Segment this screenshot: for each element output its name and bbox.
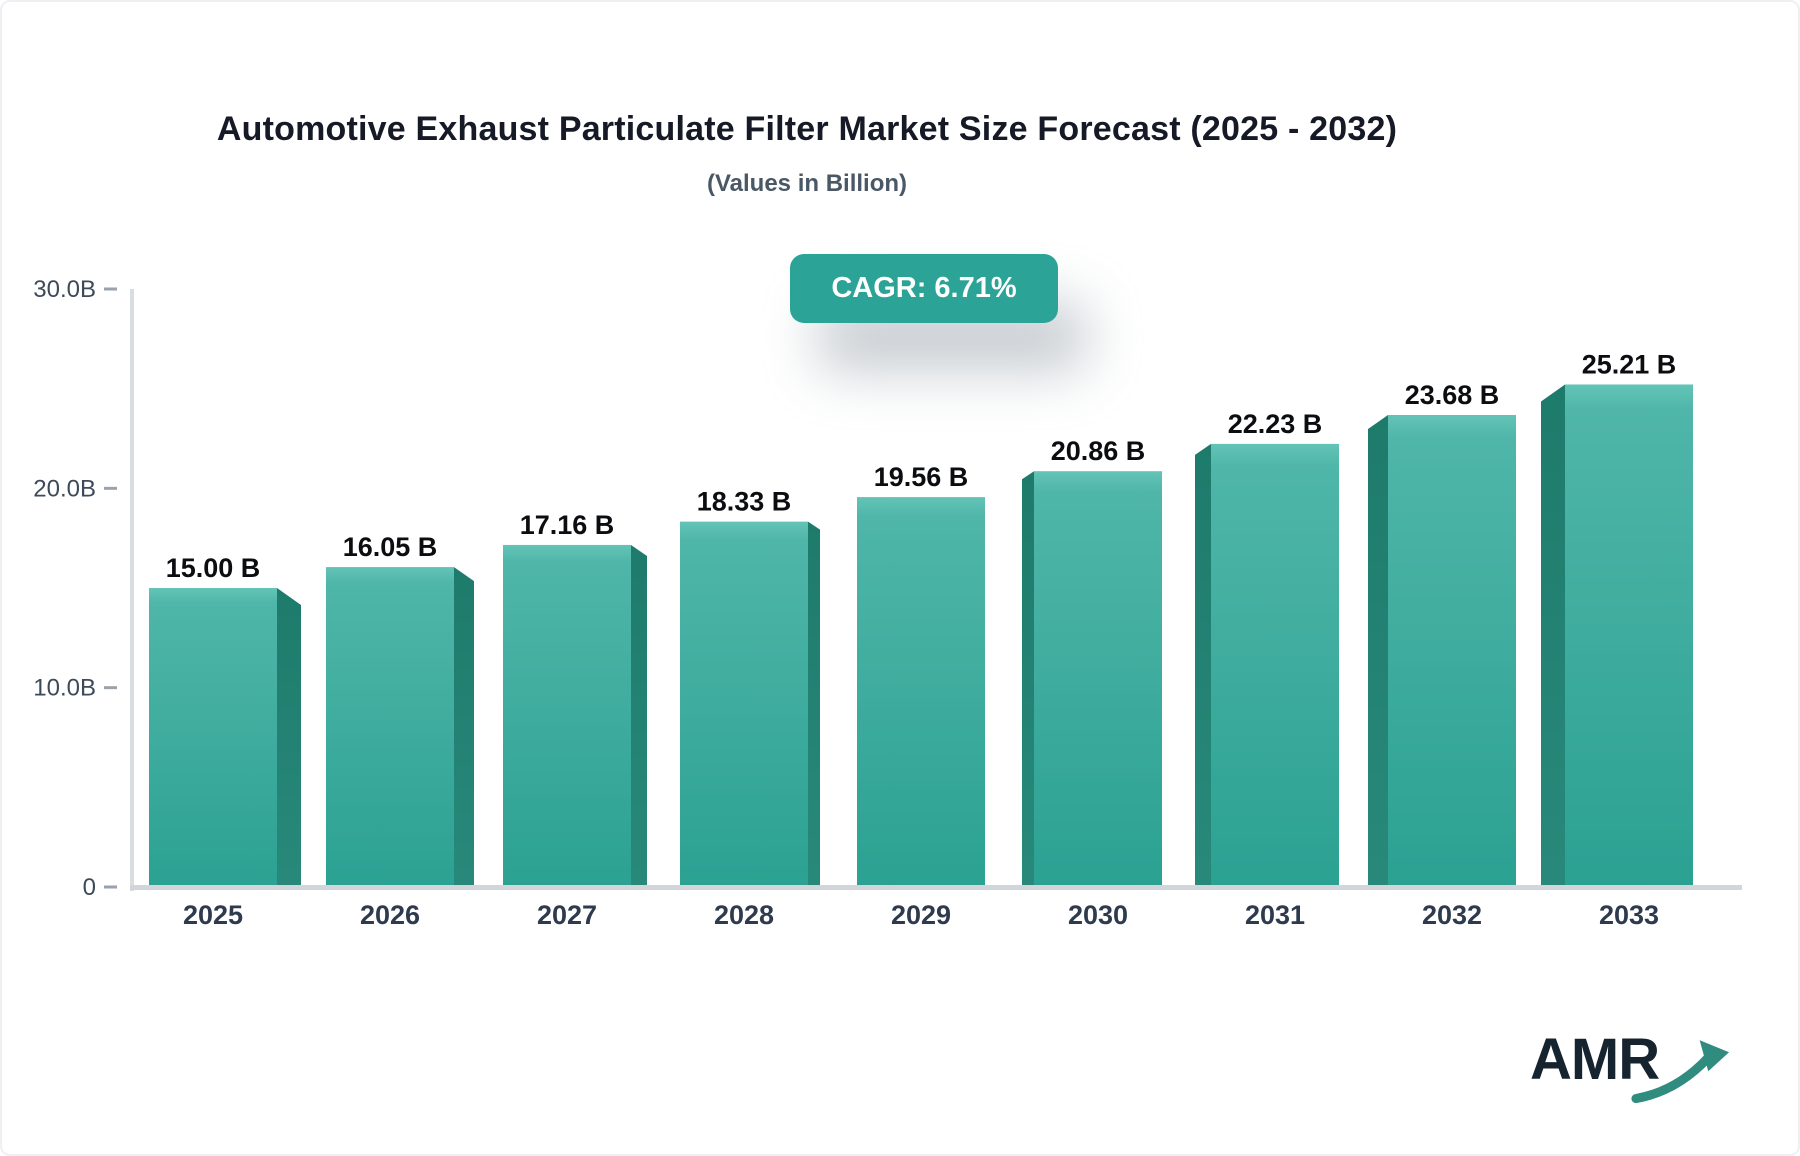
- bar-group-2028: 18.33 B 2028: [680, 487, 820, 930]
- bar-group-2030: 20.86 B 2030: [1022, 436, 1162, 930]
- bar-side-face: [1368, 414, 1388, 889]
- x-axis-label: 2027: [537, 900, 597, 930]
- x-axis-label: 2028: [714, 900, 774, 930]
- x-axis-label: 2030: [1068, 900, 1128, 930]
- bar-value-label: 22.23 B: [1228, 409, 1323, 439]
- bar-group-2033: 25.21 B 2033: [1541, 349, 1693, 930]
- bar-side-face: [277, 588, 301, 889]
- amr-logo: AMR: [1530, 1030, 1730, 1120]
- x-axis-label: 2031: [1245, 900, 1305, 930]
- y-tick-mark: [104, 885, 117, 889]
- bar-value-label: 17.16 B: [520, 510, 615, 540]
- bar: [149, 588, 277, 889]
- x-axis-line: [130, 885, 1742, 890]
- y-tick-mark: [104, 287, 117, 291]
- bar-side-face: [454, 567, 474, 889]
- bar: [1211, 443, 1339, 889]
- y-tick-mark: [104, 486, 117, 490]
- bar-group-2025: 15.00 B 2025: [149, 553, 301, 930]
- page-subtitle: (Values in Billion): [706, 170, 908, 197]
- bar: [680, 521, 808, 889]
- bar-group-2026: 16.05 B 2026: [326, 532, 474, 930]
- bar-side-face: [1541, 384, 1565, 889]
- bar-group-2027: 17.16 B 2027: [503, 510, 647, 930]
- bar-group-2029: 19.56 B 2029: [857, 462, 985, 930]
- bar: [503, 544, 631, 889]
- bar-side-face: [1022, 471, 1034, 889]
- trend-up-arrow-icon: [1631, 1040, 1730, 1104]
- y-axis-tick-label: 0: [83, 874, 96, 901]
- x-axis-label: 2026: [360, 900, 420, 930]
- bar-value-label: 16.05 B: [343, 532, 438, 562]
- page-title: Automotive Exhaust Particulate Filter Ma…: [216, 110, 1398, 148]
- bar-side-face: [631, 544, 647, 889]
- bar-value-label: 19.56 B: [874, 462, 969, 492]
- bar: [326, 567, 454, 889]
- bar: [1565, 384, 1693, 889]
- y-axis-tick-label: 20.0B: [33, 475, 96, 502]
- bar-value-label: 18.33 B: [697, 487, 792, 517]
- y-axis-tick-label: 30.0B: [33, 276, 96, 303]
- amr-logo-text: AMR: [1530, 1027, 1660, 1092]
- bar-value-label: 20.86 B: [1051, 436, 1146, 466]
- bar-group-2032: 23.68 B 2032: [1368, 380, 1516, 930]
- bar: [1034, 471, 1162, 889]
- y-axis-tick-label: 10.0B: [33, 675, 96, 702]
- x-axis-label: 2032: [1422, 900, 1482, 930]
- bar-value-label: 15.00 B: [166, 553, 261, 583]
- bar-value-label: 25.21 B: [1582, 349, 1677, 379]
- bar-side-face: [808, 521, 820, 889]
- bar-group-2031: 22.23 B 2031: [1195, 409, 1339, 930]
- cagr-badge: CAGR: 6.71%: [790, 254, 1058, 323]
- bar-value-label: 23.68 B: [1405, 380, 1500, 410]
- y-tick-mark: [104, 686, 117, 690]
- x-axis-label: 2029: [891, 900, 951, 930]
- x-axis-label: 2033: [1599, 900, 1659, 930]
- bar: [857, 497, 985, 889]
- x-axis-label: 2025: [183, 900, 243, 930]
- bar-side-face: [1195, 443, 1211, 889]
- bar: [1388, 414, 1516, 889]
- y-axis-line: [130, 289, 134, 891]
